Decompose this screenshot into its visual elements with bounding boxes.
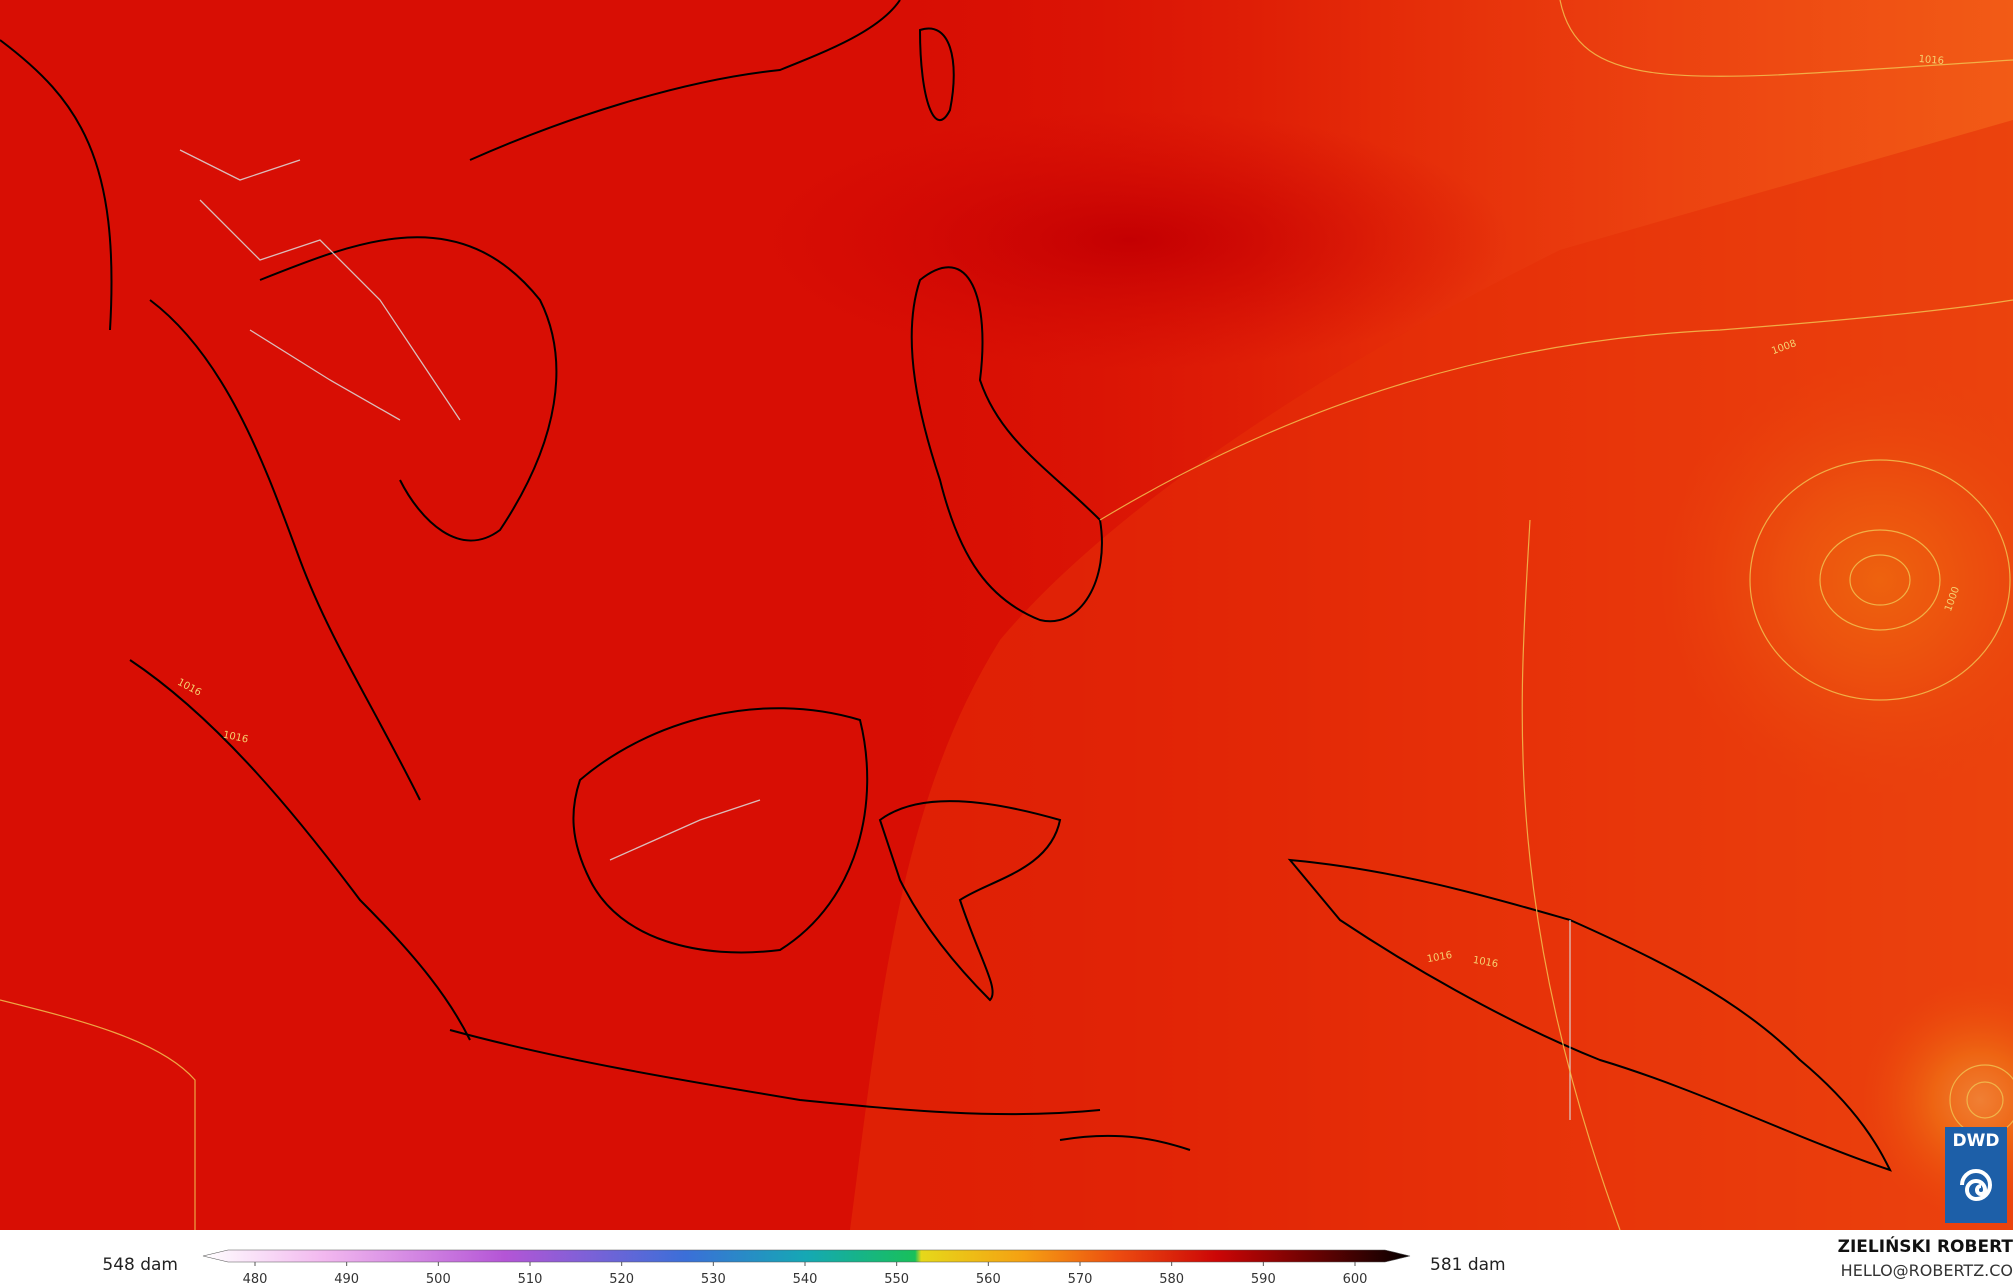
isobar-label: 1016 <box>1472 955 1499 970</box>
dwd-logo: DWD <box>1945 1127 2007 1223</box>
coastlines <box>0 0 1892 1172</box>
isobar-label: 1016 <box>222 730 249 746</box>
colorbar-tick-label: 480 <box>243 1272 268 1287</box>
colorbar-tick-label: 530 <box>701 1272 726 1287</box>
legend-max-label: 581 dam <box>1430 1255 1506 1275</box>
colorbar-tick-label: 520 <box>609 1272 634 1287</box>
legend: 548 dam 581 dam 480 490 500 510 520 530 540 550… <box>102 1249 1506 1287</box>
colorbar-tick-label: 570 <box>1068 1272 1093 1287</box>
colorbar-tick-label: 540 <box>793 1272 818 1287</box>
logo-text: DWD <box>1953 1131 2000 1151</box>
colorbar-tick-label: 500 <box>426 1272 451 1287</box>
isobar-label: 1016 <box>1426 950 1453 965</box>
field <box>0 0 2013 1230</box>
credit-author: ZIELIŃSKI ROBERT <box>1838 1235 2013 1257</box>
colorbar-tick-label: 580 <box>1159 1272 1184 1287</box>
isobars <box>0 0 2013 1231</box>
legend-min-label: 548 dam <box>102 1255 178 1275</box>
colorbar-tick-label: 600 <box>1343 1272 1368 1287</box>
colorbar-tick-label: 550 <box>884 1272 909 1287</box>
colorbar-tick-label: 490 <box>334 1272 359 1287</box>
borders <box>179 149 1571 1120</box>
colorbar-tick-label: 590 <box>1251 1272 1276 1287</box>
colorbar-tick-label: 560 <box>976 1272 1001 1287</box>
colorbar <box>202 1249 1411 1263</box>
colorbar-tick-label: 510 <box>518 1272 543 1287</box>
credit-contact: HELLO@ROBERTZ.CO <box>1841 1261 2013 1280</box>
isobar-label: 1016 <box>1918 54 1944 67</box>
